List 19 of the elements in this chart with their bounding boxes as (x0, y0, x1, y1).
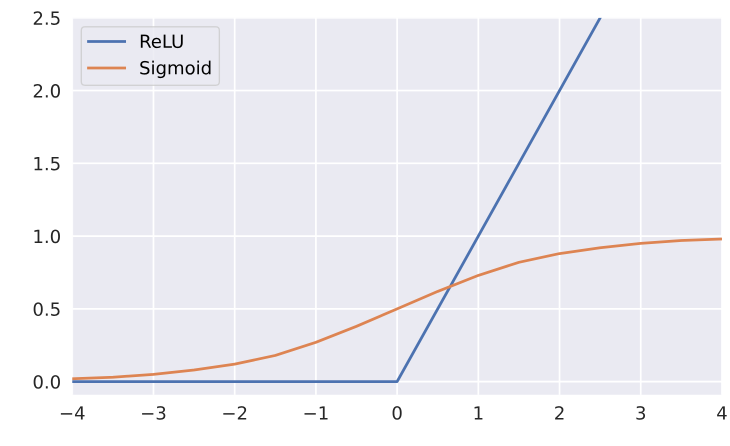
x-tick-label: −2 (223, 406, 246, 420)
line-series (72, 18, 602, 384)
y-tick-label: 2.5 (34, 11, 60, 25)
x-tick-label: −4 (60, 406, 85, 420)
x-tick-label: 3 (636, 406, 646, 420)
y-tick-label: 1.5 (34, 157, 60, 170)
x-tick-label: −1 (304, 406, 328, 420)
y-tick-label: 2.0 (34, 84, 60, 98)
y-tick-label: 0.5 (34, 302, 60, 316)
legend-label: ReLU (140, 34, 183, 48)
y-tick-label: 0.0 (34, 375, 60, 389)
y-tick-label: 1.0 (34, 230, 60, 244)
legend-label: Sigmoid (140, 60, 210, 78)
x-tick-label: 2 (555, 406, 564, 420)
x-tick-label: −3 (142, 406, 166, 420)
line-series (72, 238, 722, 380)
x-tick-label: 1 (474, 406, 482, 420)
x-tick-label: 4 (717, 406, 727, 420)
x-tick-label: 0 (392, 406, 402, 420)
